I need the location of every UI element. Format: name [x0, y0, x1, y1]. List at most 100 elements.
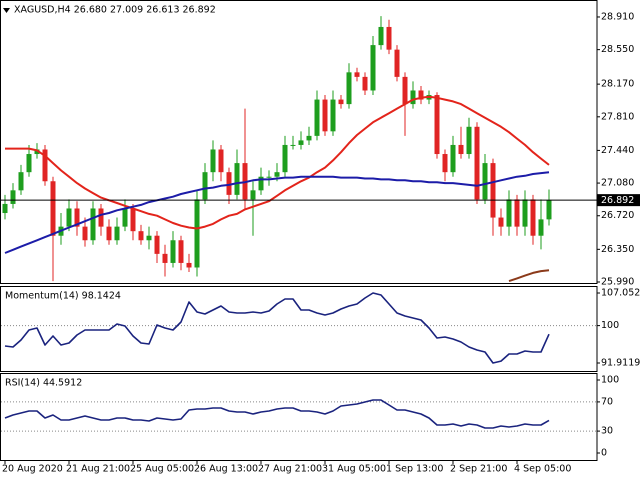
series-line	[508, 269, 550, 283]
series-line	[4, 171, 550, 254]
x-tick-label: 20 Aug 2020	[2, 464, 63, 475]
y-tick-label: 25.990	[601, 277, 634, 288]
candle-body	[282, 144, 288, 173]
candle-body	[266, 176, 272, 178]
candle-body	[258, 176, 264, 191]
y-tick-label: 28.550	[601, 44, 634, 55]
y-tick-label: 27.440	[601, 145, 634, 156]
candle-body	[378, 26, 384, 46]
candle-body	[90, 208, 96, 241]
y-tick-label: 26.350	[601, 244, 634, 255]
candle-body	[482, 163, 488, 200]
candle-body	[98, 208, 104, 227]
y-tick-label: 107.0522	[601, 288, 640, 299]
candle-body	[106, 226, 112, 241]
y-tick-label: 28.910	[601, 11, 634, 22]
series-line	[4, 292, 550, 364]
candle-body	[10, 190, 16, 204]
panel-frame	[0, 373, 598, 461]
candle-body	[490, 163, 496, 218]
candle-body	[362, 76, 368, 91]
x-tick-label: 2 Sep 21:00	[450, 464, 507, 475]
candle-body	[178, 240, 184, 263]
y-tick-label: 70	[601, 396, 613, 407]
last-price-label: 26.892	[601, 195, 634, 206]
y-tick-label: 100	[601, 320, 619, 331]
y-tick-label: 27.810	[601, 111, 634, 122]
candle-body	[50, 181, 56, 236]
candle-body	[474, 126, 480, 200]
candle-body	[322, 99, 328, 132]
candle-body	[170, 240, 176, 263]
candle-body	[530, 199, 536, 236]
panel-frame	[0, 0, 598, 284]
x-tick-label: 26 Aug 13:00	[194, 464, 258, 475]
candle-body	[434, 95, 440, 155]
candle-body	[82, 226, 88, 241]
series-line	[5, 95, 550, 230]
candle-body	[498, 217, 504, 227]
candle-body	[34, 149, 40, 155]
y-tick-label: 26.720	[601, 210, 634, 221]
candle-body	[18, 172, 24, 191]
candle-body	[66, 208, 72, 227]
x-tick-label: 31 Aug 05:00	[322, 464, 386, 475]
candle-body	[122, 208, 128, 227]
candle-body	[418, 90, 424, 100]
last-price-tag	[597, 194, 640, 207]
candle-body	[186, 262, 192, 268]
series-line	[4, 399, 550, 429]
candle-body	[506, 199, 512, 227]
candle-body	[370, 45, 376, 91]
candle-body	[74, 208, 80, 227]
candle-body	[210, 149, 216, 173]
candle-body	[250, 190, 256, 200]
candle-body	[466, 126, 472, 155]
candle-body	[42, 149, 48, 182]
candle-body	[202, 172, 208, 200]
candle-body	[154, 235, 160, 254]
candle-body	[306, 135, 312, 141]
candle-body	[298, 140, 304, 145]
y-tick-label: 100	[601, 375, 619, 386]
candle-body	[146, 235, 152, 241]
x-tick-label: 21 Aug 21:00	[66, 464, 130, 475]
panel-frame	[0, 286, 598, 372]
candle-body	[450, 144, 456, 173]
candle-body	[402, 76, 408, 105]
candle-body	[290, 144, 296, 146]
x-tick-label: 27 Aug 21:00	[258, 464, 322, 475]
y-tick-label: 30	[601, 426, 613, 437]
candle-body	[330, 99, 336, 132]
candle-body	[234, 163, 240, 195]
candle-body	[114, 226, 120, 241]
panel-title: RSI(14) 44.5912	[5, 378, 82, 389]
collapse-icon	[3, 8, 10, 13]
candle-body	[354, 72, 360, 77]
candle-body	[138, 231, 144, 241]
candle-body	[522, 199, 528, 227]
candle-body	[458, 144, 464, 155]
panel-title: XAGUSD,H4 26.680 27.009 26.613 26.892	[14, 5, 216, 16]
candle-body	[338, 99, 344, 105]
candle-body	[274, 172, 280, 177]
candle-body	[314, 99, 320, 136]
y-tick-label: 28.170	[601, 79, 634, 90]
candle-body	[410, 90, 416, 105]
candle-body	[162, 253, 168, 263]
x-tick-label: 1 Sep 13:00	[386, 464, 443, 475]
y-tick-label: 0	[601, 447, 607, 458]
y-tick-label: 91.9119	[601, 357, 640, 368]
candle-body	[194, 199, 200, 268]
candle-body	[346, 72, 352, 105]
panel-title: Momentum(14) 98.1424	[5, 291, 121, 302]
candle-body	[514, 199, 520, 227]
candle-body	[546, 200, 552, 220]
candle-body	[394, 49, 400, 77]
candle-body	[2, 203, 8, 214]
candle-body	[386, 26, 392, 50]
y-tick-label: 27.080	[601, 178, 634, 189]
